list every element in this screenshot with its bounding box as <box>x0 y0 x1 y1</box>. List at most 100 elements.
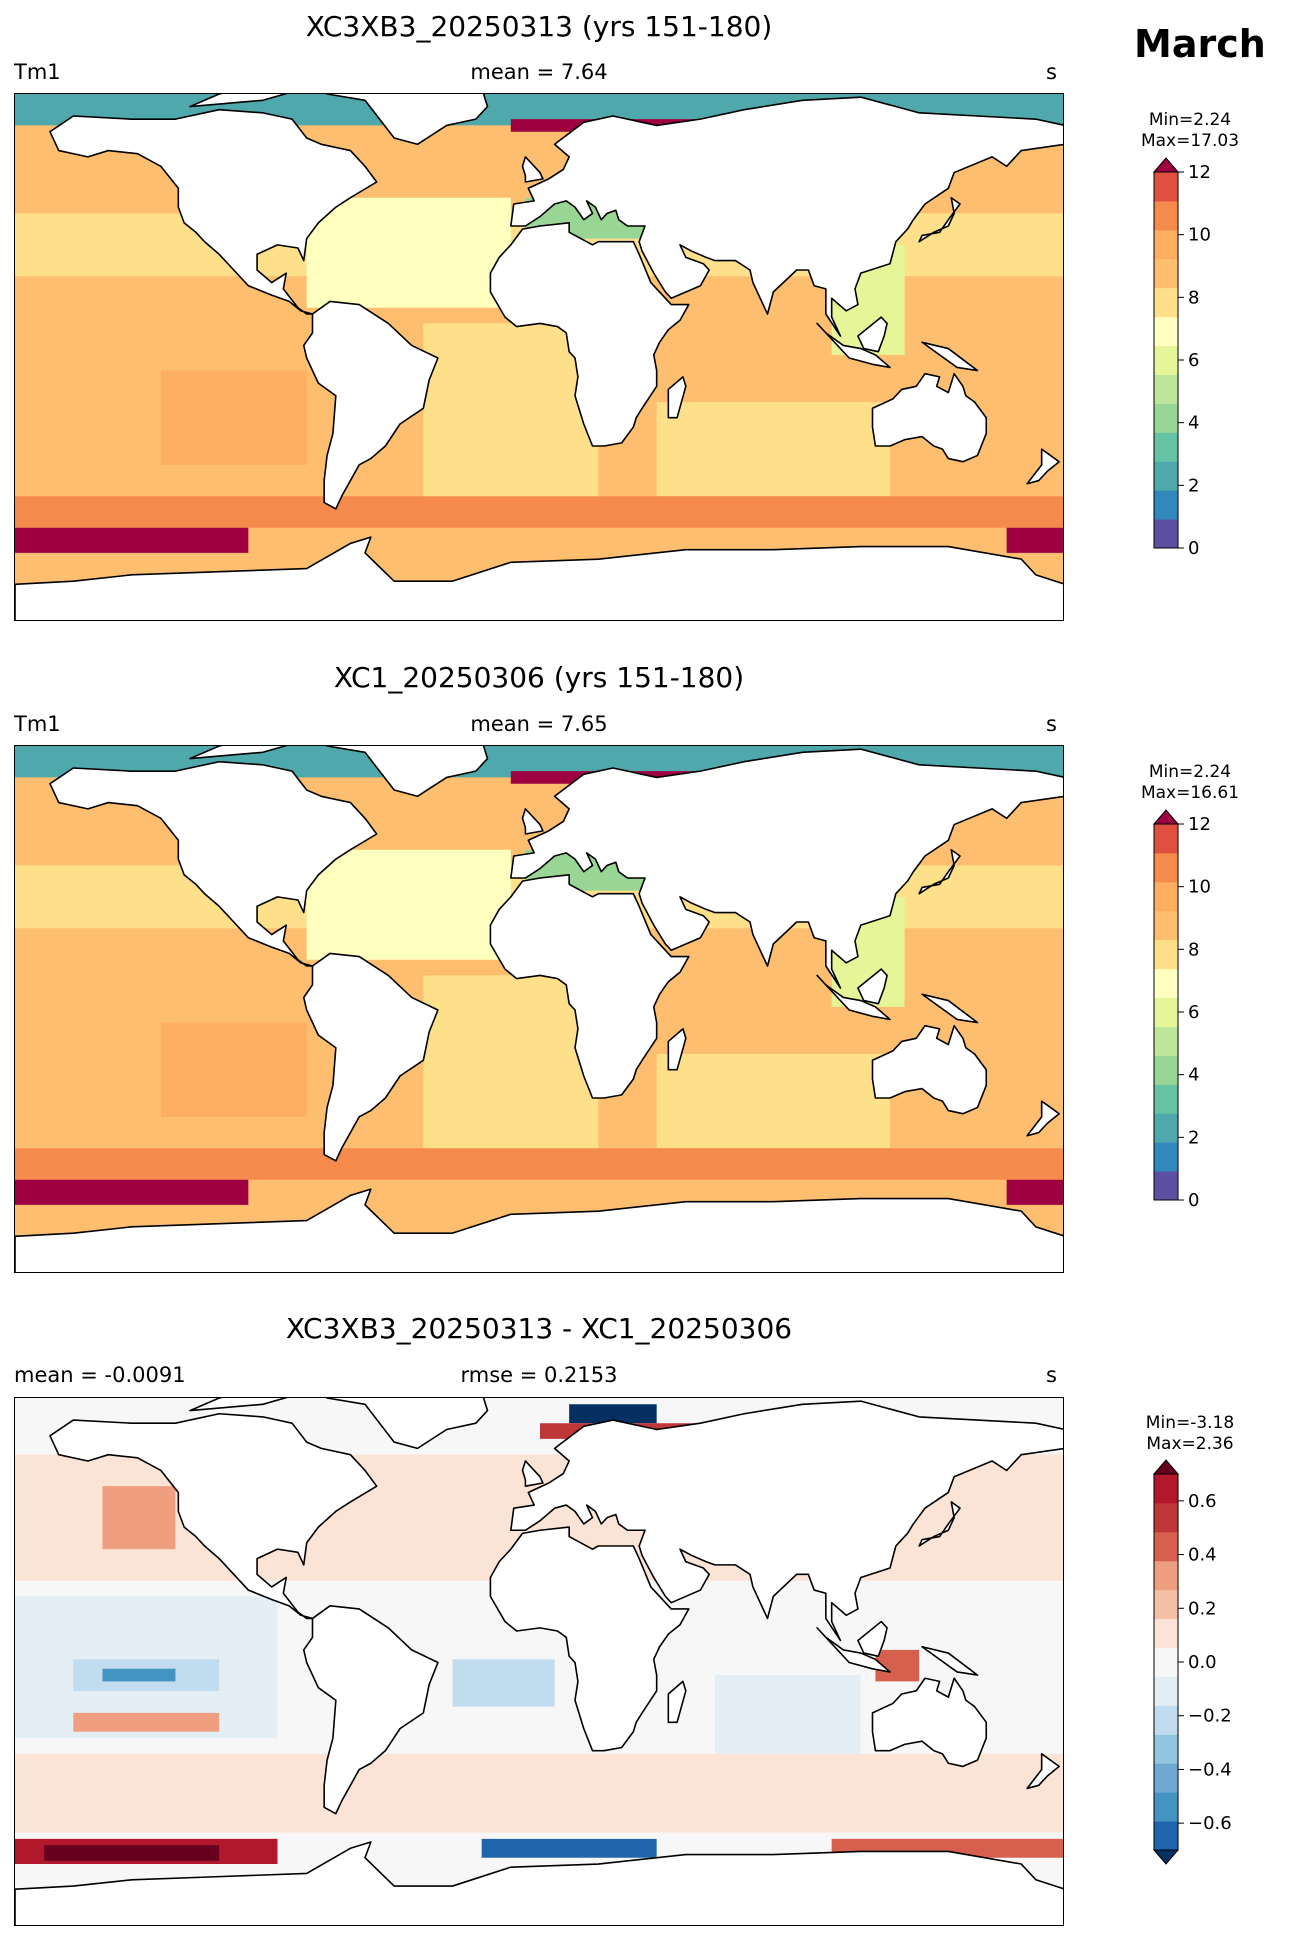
coastline-borneo <box>857 968 888 1005</box>
panel-1-map <box>14 93 1064 621</box>
panel-1-min: Min=2.24 <box>1148 110 1232 130</box>
colorbar-segment <box>1154 316 1178 347</box>
colorbar-extend-top <box>1152 809 1180 825</box>
panel-3-title: XC3XB3_20250313 - XC1_20250306 <box>285 1312 793 1345</box>
colorbar-segment <box>1154 258 1178 289</box>
colorbar-tick-label: 0.6 <box>1188 1491 1217 1512</box>
colorbar-tick-label: 12 <box>1188 814 1211 835</box>
colorbar-tick-label: 6 <box>1188 350 1199 371</box>
colorbar-segment <box>1154 939 1178 970</box>
coastline-southAmerica <box>302 952 439 1162</box>
colorbar-segment <box>1154 1705 1178 1735</box>
colorbar-segments <box>1154 172 1178 549</box>
coastline-indonesia <box>816 974 891 1021</box>
coastline-antarctica <box>15 1188 1063 1272</box>
field-patch <box>481 1838 657 1858</box>
colorbar-segment <box>1154 490 1178 520</box>
colorbar-segment <box>1154 1734 1178 1764</box>
colorbar-tick-label: −0.6 <box>1188 1813 1232 1834</box>
coastline-antarctica <box>15 536 1063 620</box>
coastline-northAmerica <box>49 108 378 315</box>
coastline-canadaIslands <box>189 746 288 760</box>
coastline-uk <box>521 1460 544 1487</box>
field-patch <box>15 527 249 553</box>
colorbar-segment <box>1154 172 1178 202</box>
field-patch <box>73 1712 220 1732</box>
colorbar-extend-top <box>1152 1459 1180 1475</box>
field-patch <box>1006 527 1063 553</box>
panel-3-map <box>14 1397 1064 1926</box>
panel-3-map-field <box>15 1398 1063 1925</box>
colorbar-segment <box>1154 1055 1178 1085</box>
panel-2-mean-label: mean = 7.65 <box>470 712 608 736</box>
coastline-eurasia <box>510 1400 1063 1642</box>
field-patch <box>44 1845 220 1861</box>
coastline-australia <box>871 1024 988 1115</box>
field-patch <box>102 1668 176 1682</box>
panel-2-units-label: s <box>1046 712 1057 736</box>
coastline-canadaIslands <box>189 1398 288 1412</box>
coastline-southAmerica <box>302 300 439 510</box>
coastline-newguinea <box>921 341 979 372</box>
colorbar-tick-label: 8 <box>1188 939 1199 960</box>
colorbar-segment <box>1154 287 1178 318</box>
field-patch <box>452 1659 555 1707</box>
colorbar-tick-label: 10 <box>1188 225 1211 246</box>
colorbar-segment <box>1154 1647 1178 1677</box>
coastline-indonesia <box>816 322 891 369</box>
colorbar-segment <box>1154 1821 1178 1851</box>
field-patch <box>160 370 307 465</box>
colorbar-tick-label: 0 <box>1188 538 1199 559</box>
panel-2-map <box>14 745 1064 1273</box>
colorbar-tick-label: 4 <box>1188 1065 1199 1086</box>
panel-2-title: XC1_20250306 (yrs 151-180) <box>333 661 745 694</box>
colorbar-tick-label: 6 <box>1188 1002 1199 1023</box>
coastline-africa <box>489 222 690 447</box>
coastline-uk <box>521 156 544 183</box>
coastline-borneo <box>857 1620 888 1658</box>
field-patch <box>15 496 1063 528</box>
colorbar-segments <box>1154 1474 1178 1851</box>
coastline-australia <box>871 1677 988 1768</box>
coastline-newzealand <box>1026 448 1060 485</box>
panel-3-units-label: s <box>1046 1363 1057 1387</box>
colorbar-segment <box>1154 403 1178 433</box>
field-patch <box>875 1649 920 1682</box>
coastline-northAmerica <box>49 760 378 967</box>
coastline-greenland <box>326 746 489 798</box>
land-masses <box>15 94 1063 620</box>
colorbar-segment <box>1154 1792 1178 1822</box>
colorbar-segment <box>1154 1676 1178 1706</box>
field-patch <box>423 975 599 1164</box>
coastline-madagascar <box>667 1028 687 1071</box>
coastline-uk <box>521 808 544 835</box>
panel-2-min-max: Min=2.24 Max=16.61 <box>1141 762 1239 804</box>
colorbar-tick-label: 12 <box>1188 162 1211 183</box>
colorbar-segment <box>1154 1113 1178 1143</box>
coastline-australia <box>871 372 988 463</box>
coastline-eurasia <box>510 748 1063 989</box>
panel-1-colorbar: 0 2 4 6 8 10 12 <box>1140 157 1240 568</box>
land-masses <box>15 1398 1063 1925</box>
panel-2-max: Max=16.61 <box>1140 783 1240 803</box>
panel-2-variable-label: Tm1 <box>14 712 61 736</box>
panel-2-colorbar-svg: 0 2 4 6 8 10 12 <box>1152 809 1211 1211</box>
colorbar-segment <box>1154 1474 1178 1504</box>
coastline-newguinea <box>921 1645 979 1676</box>
colorbar-segments <box>1154 824 1178 1201</box>
colorbar-segment <box>1154 1763 1178 1793</box>
panel-3-rmse-label: rmse = 0.2153 <box>460 1363 618 1387</box>
field-patch <box>569 1404 657 1424</box>
coastline-newzealand <box>1026 1100 1060 1137</box>
colorbar-segment <box>1154 1560 1178 1591</box>
field-patch <box>306 197 511 308</box>
coastline-borneo <box>857 316 888 353</box>
field-patch <box>656 1054 890 1149</box>
colorbar-tick-label: 2 <box>1188 1127 1199 1148</box>
field-patch <box>15 1148 1063 1180</box>
coastline-indonesia <box>816 1627 891 1673</box>
coastline-japan <box>918 848 961 895</box>
panel-3-colorbar: −0.6 −0.4 −0.2 0.0 0.2 0.4 0.6 <box>1140 1459 1240 1870</box>
colorbar-tick-label: 8 <box>1188 287 1199 308</box>
colorbar-tick-label: −0.4 <box>1188 1759 1232 1780</box>
